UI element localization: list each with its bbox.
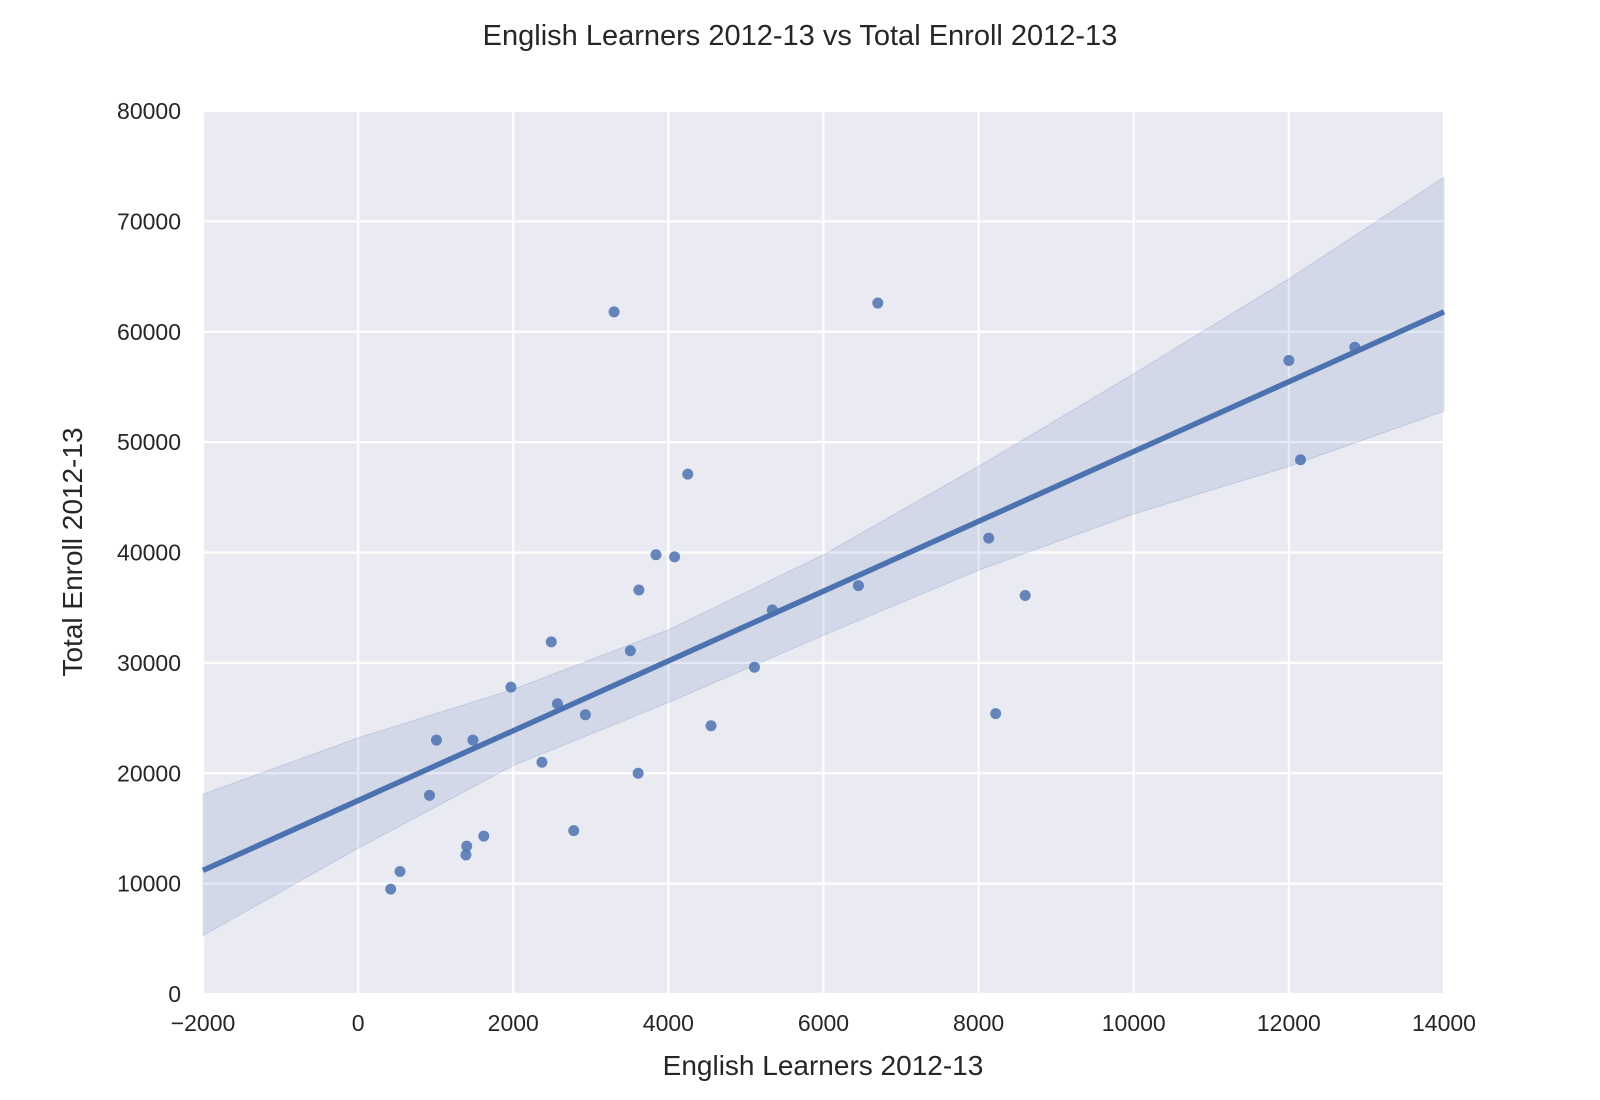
- grid-lines: [201, 109, 1446, 996]
- x-axis-label: English Learners 2012-13: [663, 1050, 984, 1081]
- data-point-9: [536, 756, 548, 768]
- y-tick-label-1: 10000: [117, 871, 181, 897]
- x-tick-label-0: −2000: [171, 1010, 236, 1036]
- data-point-21: [705, 720, 717, 732]
- y-tick-label-3: 30000: [117, 650, 181, 676]
- data-point-24: [852, 580, 864, 592]
- data-point-2: [423, 789, 435, 801]
- confidence-band: [202, 176, 1445, 937]
- x-tick-label-5: 8000: [953, 1010, 1004, 1036]
- data-point-10: [545, 636, 557, 648]
- data-point-26: [983, 532, 995, 544]
- y-tick-labels: 0 10000 20000 30000 40000 50000 60000 70000 8000…: [117, 98, 181, 1007]
- data-point-25: [872, 297, 884, 309]
- data-point-20: [682, 468, 694, 480]
- data-point-12: [568, 825, 580, 837]
- y-tick-label-4: 40000: [117, 540, 181, 566]
- regression-line: [201, 309, 1446, 873]
- data-point-1: [394, 865, 406, 877]
- data-point-27: [990, 708, 1002, 720]
- data-point-30: [1295, 454, 1307, 466]
- confidence-band-layer: [202, 176, 1445, 937]
- data-point-5: [461, 840, 473, 852]
- data-point-28: [1019, 590, 1031, 602]
- y-tick-label-5: 50000: [117, 429, 181, 455]
- data-point-19: [669, 551, 681, 563]
- y-tick-label-6: 60000: [117, 319, 181, 345]
- data-point-14: [608, 306, 620, 318]
- data-point-3: [430, 734, 442, 746]
- y-tick-label-7: 70000: [117, 208, 181, 234]
- x-tick-label-4: 6000: [798, 1010, 849, 1036]
- data-point-31: [1349, 341, 1361, 353]
- x-tick-labels: −2000 0 2000 4000 6000 8000 10000 12000 14000: [171, 1010, 1476, 1036]
- chart-title: English Learners 2012-13 vs Total Enroll…: [483, 20, 1118, 52]
- y-tick-label-2: 20000: [117, 760, 181, 786]
- data-point-7: [478, 830, 490, 842]
- y-tick-label-0: 0: [168, 981, 181, 1007]
- data-point-0: [385, 883, 397, 895]
- data-point-13: [579, 709, 591, 721]
- data-point-29: [1283, 354, 1295, 366]
- x-tick-label-1: 0: [352, 1010, 365, 1036]
- data-point-6: [467, 734, 479, 746]
- data-point-22: [748, 661, 760, 673]
- x-tick-label-2: 2000: [488, 1010, 539, 1036]
- data-point-15: [624, 645, 636, 657]
- data-point-11: [551, 698, 563, 710]
- x-tick-label-7: 12000: [1257, 1010, 1321, 1036]
- data-point-18: [650, 549, 662, 561]
- data-point-23: [766, 604, 778, 616]
- x-tick-label-3: 4000: [643, 1010, 694, 1036]
- y-tick-label-8: 80000: [117, 98, 181, 124]
- data-point-17: [633, 584, 645, 596]
- y-axis-label: Total Enroll 2012-13: [57, 427, 88, 676]
- data-point-16: [632, 767, 644, 779]
- data-points-layer: [385, 297, 1361, 895]
- regression-line-layer: [201, 309, 1446, 873]
- x-tick-label-6: 10000: [1102, 1010, 1166, 1036]
- data-point-8: [505, 681, 517, 693]
- x-tick-label-8: 14000: [1412, 1010, 1476, 1036]
- data-point-4: [460, 849, 472, 861]
